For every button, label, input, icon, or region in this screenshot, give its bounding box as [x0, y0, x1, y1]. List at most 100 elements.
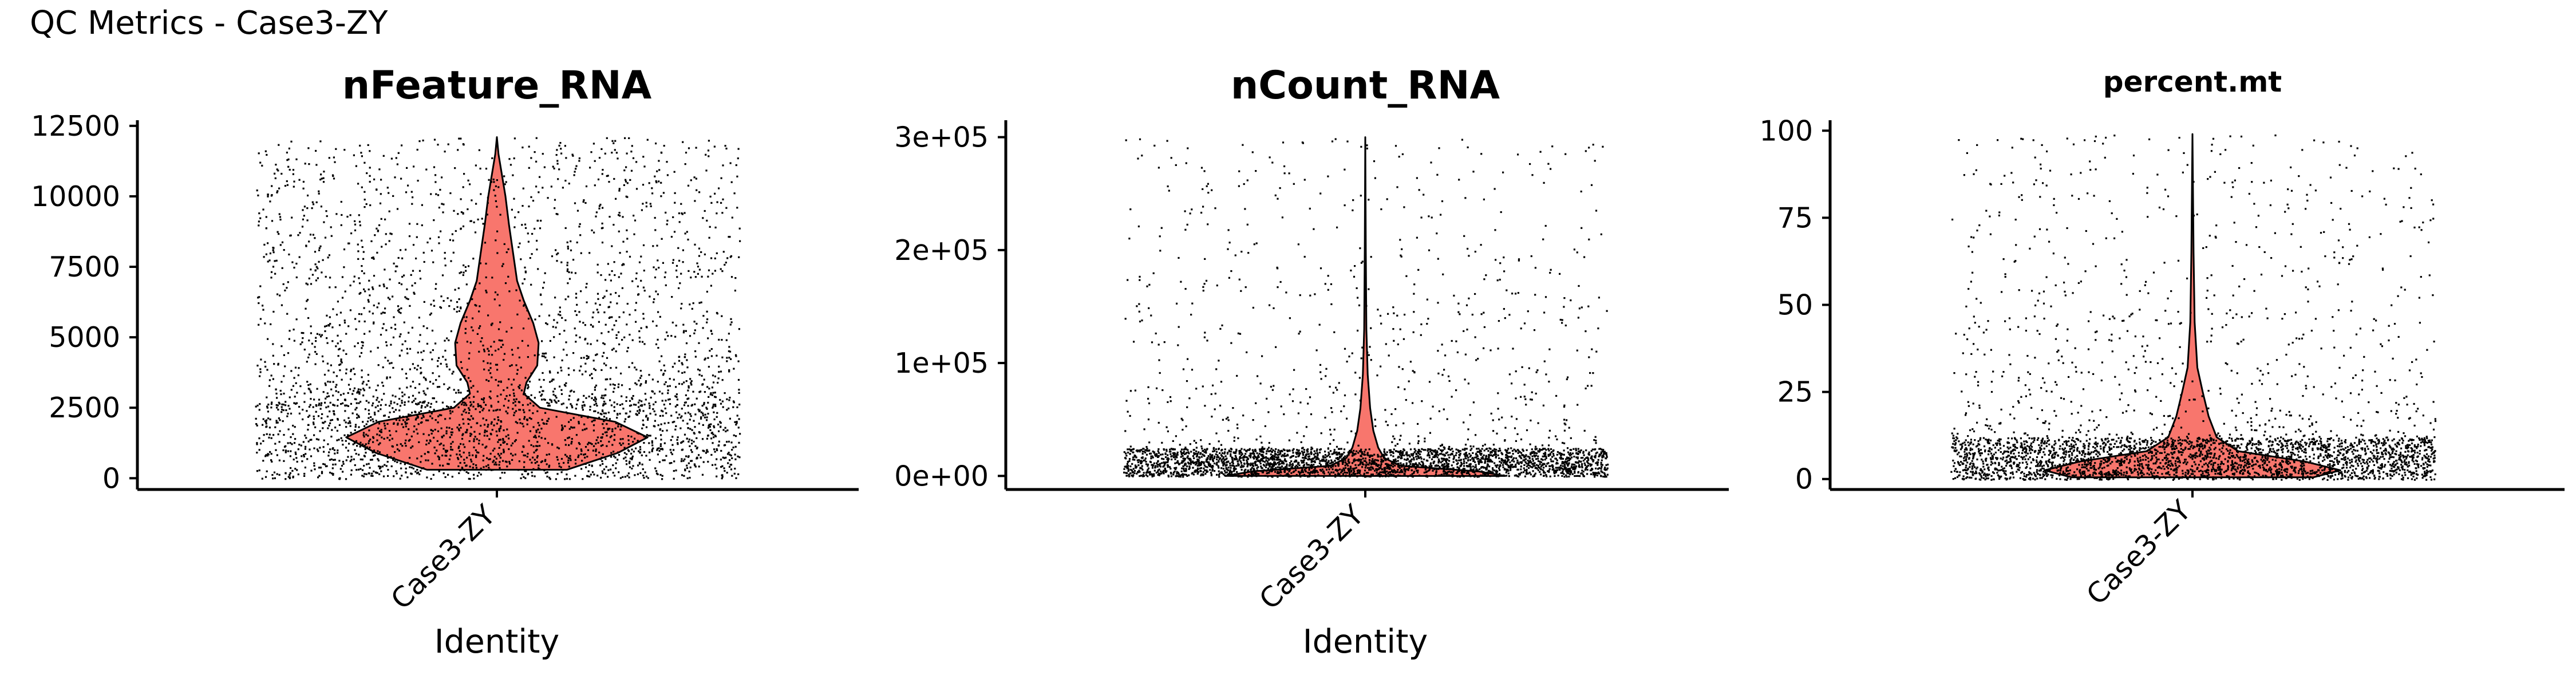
data-point: [463, 459, 465, 461]
data-point: [1424, 440, 1426, 443]
data-point: [686, 366, 689, 369]
data-point: [272, 310, 275, 313]
data-point: [364, 408, 366, 410]
data-point: [1195, 455, 1198, 457]
data-point: [543, 166, 546, 168]
violin-panel-nfeature: nFeature_RNA02500500075001000012500Case3…: [31, 63, 859, 661]
data-point: [543, 469, 546, 472]
data-point: [700, 251, 702, 253]
data-point: [1292, 455, 1294, 457]
data-point: [618, 383, 620, 385]
data-point: [598, 416, 600, 419]
data-point: [404, 340, 406, 342]
data-point: [514, 216, 516, 219]
data-point: [1519, 472, 1522, 475]
data-point: [1465, 448, 1468, 450]
data-point: [364, 161, 366, 164]
data-point: [712, 433, 714, 436]
data-point: [655, 181, 658, 184]
data-point: [630, 436, 633, 438]
data-point: [582, 429, 584, 431]
data-point: [372, 256, 374, 259]
data-point: [593, 231, 595, 234]
data-point: [1574, 468, 1576, 471]
data-point: [398, 388, 401, 390]
data-point: [698, 391, 701, 393]
data-point: [546, 453, 548, 456]
data-point: [425, 419, 428, 421]
data-point: [656, 170, 658, 172]
data-point: [258, 469, 260, 472]
data-point: [639, 448, 642, 451]
data-point: [1520, 461, 1523, 463]
data-point: [265, 227, 267, 230]
data-point: [333, 410, 335, 412]
data-point: [645, 414, 647, 417]
data-point: [1138, 459, 1140, 461]
data-point: [373, 178, 376, 180]
data-point: [264, 455, 267, 457]
data-point: [1207, 455, 1210, 457]
data-point: [697, 408, 700, 410]
data-point: [636, 414, 638, 416]
data-point: [596, 263, 599, 266]
data-point: [1586, 473, 1589, 475]
data-point: [1576, 349, 1578, 352]
data-point: [1472, 452, 1474, 454]
data-point: [361, 155, 363, 157]
data-point: [298, 412, 301, 414]
data-point: [330, 235, 333, 237]
data-point: [1436, 456, 1439, 459]
data-point: [1600, 470, 1602, 472]
data-point: [503, 389, 505, 392]
data-point: [361, 376, 363, 378]
data-point: [418, 473, 421, 476]
data-point: [402, 416, 404, 418]
data-point: [308, 240, 310, 243]
data-point: [528, 145, 530, 148]
data-point: [704, 413, 706, 416]
data-point: [308, 163, 310, 165]
data-point: [606, 378, 609, 381]
data-point: [738, 227, 741, 230]
data-point: [720, 370, 722, 373]
data-point: [389, 278, 391, 281]
data-point: [629, 400, 631, 402]
data-point: [513, 412, 516, 414]
data-point: [370, 475, 373, 477]
data-point: [410, 191, 413, 193]
data-point: [696, 322, 698, 325]
data-point: [1305, 462, 1307, 464]
data-point: [315, 438, 318, 440]
data-point: [1167, 454, 1169, 456]
data-point: [1182, 452, 1184, 454]
data-point: [1578, 460, 1581, 463]
data-point: [1600, 452, 1602, 455]
data-point: [371, 459, 373, 461]
data-point: [476, 438, 478, 440]
data-point: [567, 367, 570, 369]
data-point: [667, 398, 670, 401]
data-point: [595, 439, 598, 441]
data-point: [678, 360, 681, 362]
data-point: [374, 406, 377, 409]
data-point: [533, 451, 535, 453]
data-point: [665, 412, 667, 414]
data-point: [623, 184, 625, 186]
data-point: [1342, 467, 1345, 469]
data-point: [1436, 232, 1438, 235]
data-point: [303, 475, 306, 477]
data-point: [1316, 458, 1318, 460]
data-point: [444, 151, 446, 153]
data-point: [318, 192, 320, 195]
data-point: [276, 404, 279, 406]
data-point: [402, 426, 405, 428]
data-point: [649, 295, 651, 298]
data-point: [335, 390, 337, 392]
data-point: [481, 409, 484, 412]
data-point: [623, 452, 626, 454]
data-point: [1595, 210, 1598, 212]
data-point: [460, 443, 462, 445]
data-point: [380, 218, 382, 220]
data-point: [545, 352, 547, 354]
